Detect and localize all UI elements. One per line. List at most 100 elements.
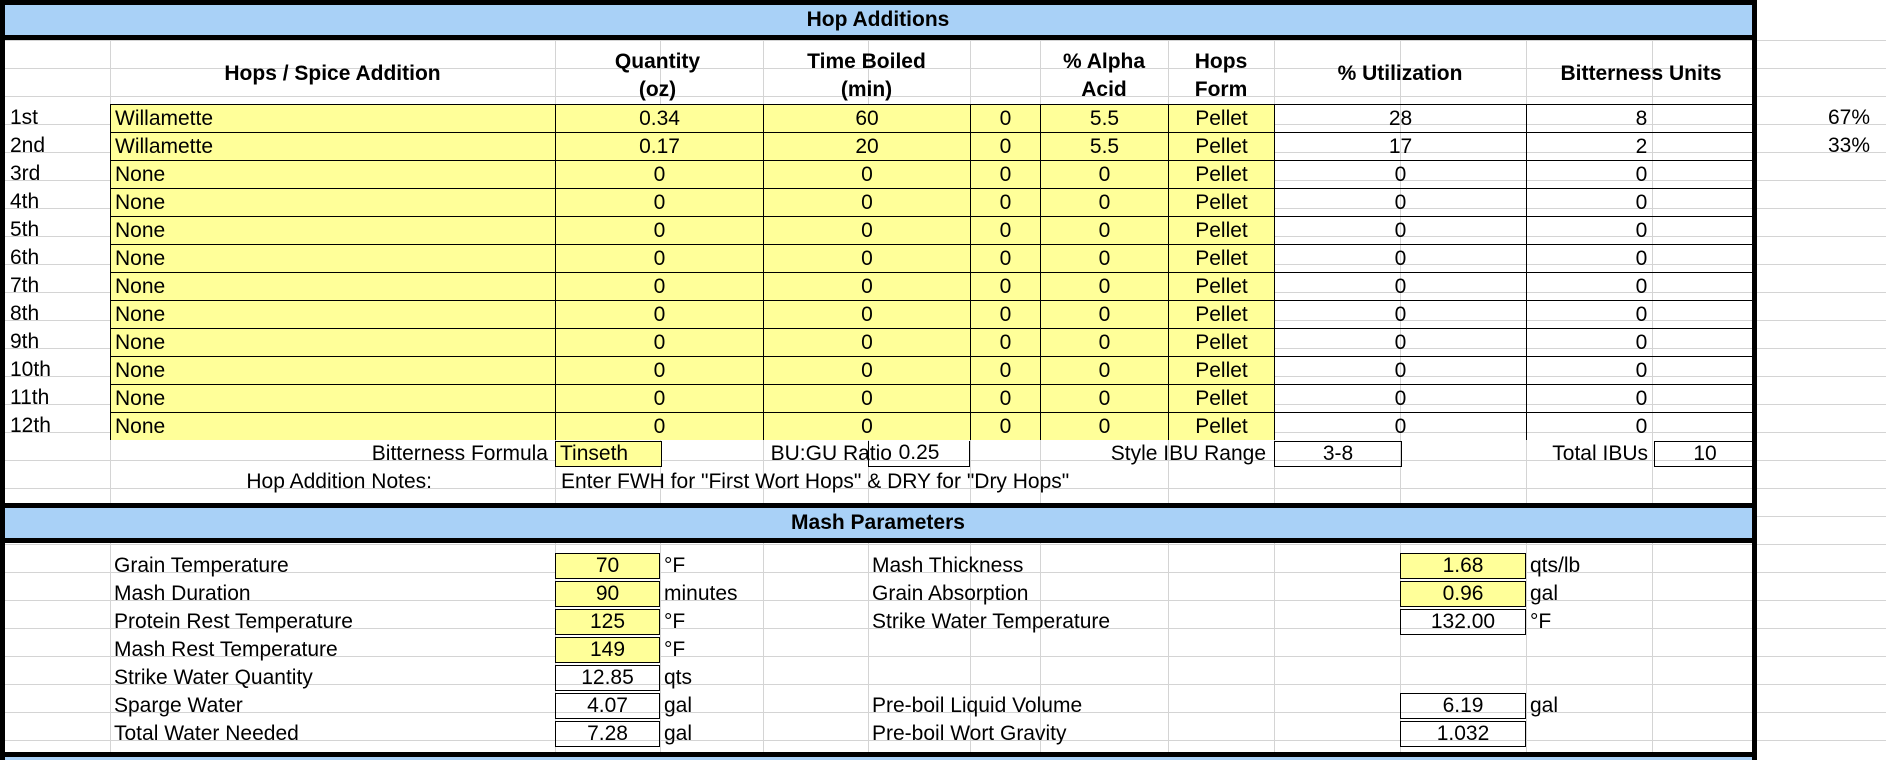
hop-extra-input[interactable]: 0 (970, 244, 1040, 272)
hop-extra-input[interactable]: 0 (970, 188, 1040, 216)
mash-param-label: Mash Rest Temperature (114, 638, 338, 661)
hop-form-input[interactable]: Pellet (1168, 272, 1274, 300)
hop-time-input[interactable]: 0 (763, 412, 970, 440)
hop-extra-input[interactable]: 0 (970, 384, 1040, 412)
mash-param-unit: gal (664, 694, 693, 717)
hop-form-input[interactable]: Pellet (1168, 300, 1274, 328)
hop-time-input[interactable]: 0 (763, 244, 970, 272)
col-header-time: Time Boiled (807, 50, 926, 73)
bitterness-formula-select[interactable]: Tinseth (555, 441, 662, 467)
hop-time-input[interactable]: 0 (763, 188, 970, 216)
hop-alpha-input[interactable]: 0 (1040, 216, 1168, 244)
hop-alpha-input[interactable]: 0 (1040, 328, 1168, 356)
hop-name-input[interactable]: None (110, 216, 555, 244)
hop-name-input[interactable]: None (110, 272, 555, 300)
next-section-header (0, 757, 1756, 760)
hop-quantity-input[interactable]: 0 (555, 412, 763, 440)
top-border (0, 0, 1756, 5)
mash-param-input[interactable]: 70 (555, 553, 660, 579)
hop-form-input[interactable]: Pellet (1168, 104, 1274, 132)
hop-quantity-input[interactable]: 0.17 (555, 132, 763, 160)
hop-name-input[interactable]: None (110, 328, 555, 356)
hop-time-input[interactable]: 0 (763, 160, 970, 188)
hop-alpha-input[interactable]: 0 (1040, 356, 1168, 384)
hop-alpha-input[interactable]: 0 (1040, 384, 1168, 412)
hop-extra-input[interactable]: 0 (970, 328, 1040, 356)
hop-alpha-input[interactable]: 0 (1040, 412, 1168, 440)
hop-form-input[interactable]: Pellet (1168, 188, 1274, 216)
hop-quantity-input[interactable]: 0 (555, 356, 763, 384)
hop-time-input[interactable]: 0 (763, 356, 970, 384)
grid-vline (1400, 0, 1401, 760)
hop-name-input[interactable]: None (110, 356, 555, 384)
hop-name-input[interactable]: None (110, 300, 555, 328)
hop-quantity-input[interactable]: 0.34 (555, 104, 763, 132)
hop-time-input[interactable]: 20 (763, 132, 970, 160)
hop-extra-input[interactable]: 0 (970, 412, 1040, 440)
hop-name-input[interactable]: None (110, 244, 555, 272)
hop-time-input[interactable]: 0 (763, 328, 970, 356)
hop-quantity-input[interactable]: 0 (555, 216, 763, 244)
hop-name-input[interactable]: Willamette (110, 104, 555, 132)
hop-time-input[interactable]: 60 (763, 104, 970, 132)
mash-param-input[interactable]: 90 (555, 581, 660, 607)
hop-row-label: 2nd (10, 134, 46, 157)
hop-name-input[interactable]: None (110, 412, 555, 440)
hop-alpha-input[interactable]: 0 (1040, 244, 1168, 272)
hop-quantity-input[interactable]: 0 (555, 300, 763, 328)
hop-alpha-input[interactable]: 0 (1040, 188, 1168, 216)
hop-quantity-input[interactable]: 0 (555, 244, 763, 272)
hop-quantity-input[interactable]: 0 (555, 384, 763, 412)
total-ibus-value: 10 (1654, 441, 1756, 467)
hop-extra-input[interactable]: 0 (970, 356, 1040, 384)
hop-alpha-input[interactable]: 0 (1040, 160, 1168, 188)
mash-param-unit: qts/lb (1530, 554, 1581, 577)
hop-form-input[interactable]: Pellet (1168, 244, 1274, 272)
hop-quantity-input[interactable]: 0 (555, 188, 763, 216)
hop-extra-input[interactable]: 0 (970, 272, 1040, 300)
grid-hline (0, 572, 1886, 573)
hop-alpha-input[interactable]: 0 (1040, 300, 1168, 328)
mash-param-input[interactable]: 125 (555, 609, 660, 635)
mash-param-input[interactable]: 149 (555, 637, 660, 663)
mash-param-input[interactable]: 0.96 (1400, 581, 1526, 607)
mash-param-label: Pre-boil Liquid Volume (872, 694, 1083, 717)
hop-notes-value[interactable]: Enter FWH for "First Wort Hops" & DRY fo… (561, 470, 1070, 493)
hop-time-input[interactable]: 0 (763, 216, 970, 244)
hop-quantity-input[interactable]: 0 (555, 160, 763, 188)
grid-hline (0, 96, 1886, 97)
hop-alpha-input[interactable]: 0 (1040, 272, 1168, 300)
hop-bitterness-units: 0 (1526, 160, 1756, 188)
hop-time-input[interactable]: 0 (763, 272, 970, 300)
hop-extra-input[interactable]: 0 (970, 132, 1040, 160)
hop-form-input[interactable]: Pellet (1168, 160, 1274, 188)
hop-form-input[interactable]: Pellet (1168, 132, 1274, 160)
col-header-alpha-unit: Acid (1081, 78, 1127, 101)
hop-utilization: 0 (1274, 300, 1526, 328)
hop-extra-input[interactable]: 0 (970, 216, 1040, 244)
hop-alpha-input[interactable]: 5.5 (1040, 132, 1168, 160)
hop-quantity-input[interactable]: 0 (555, 272, 763, 300)
hop-bitterness-share (1756, 244, 1876, 272)
hop-extra-input[interactable]: 0 (970, 160, 1040, 188)
hop-form-input[interactable]: Pellet (1168, 412, 1274, 440)
hop-row-label: 10th (10, 358, 51, 381)
hop-name-input[interactable]: None (110, 160, 555, 188)
hop-quantity-input[interactable]: 0 (555, 328, 763, 356)
hop-utilization: 17 (1274, 132, 1526, 160)
grid-hline (0, 68, 1886, 69)
mash-param-label: Grain Absorption (872, 582, 1029, 605)
hop-name-input[interactable]: Willamette (110, 132, 555, 160)
hop-alpha-input[interactable]: 5.5 (1040, 104, 1168, 132)
hop-form-input[interactable]: Pellet (1168, 384, 1274, 412)
hop-form-input[interactable]: Pellet (1168, 216, 1274, 244)
hop-form-input[interactable]: Pellet (1168, 356, 1274, 384)
hop-form-input[interactable]: Pellet (1168, 328, 1274, 356)
hop-name-input[interactable]: None (110, 188, 555, 216)
hop-name-input[interactable]: None (110, 384, 555, 412)
hop-time-input[interactable]: 0 (763, 384, 970, 412)
hop-extra-input[interactable]: 0 (970, 104, 1040, 132)
hop-time-input[interactable]: 0 (763, 300, 970, 328)
hop-extra-input[interactable]: 0 (970, 300, 1040, 328)
mash-param-input[interactable]: 1.68 (1400, 553, 1526, 579)
